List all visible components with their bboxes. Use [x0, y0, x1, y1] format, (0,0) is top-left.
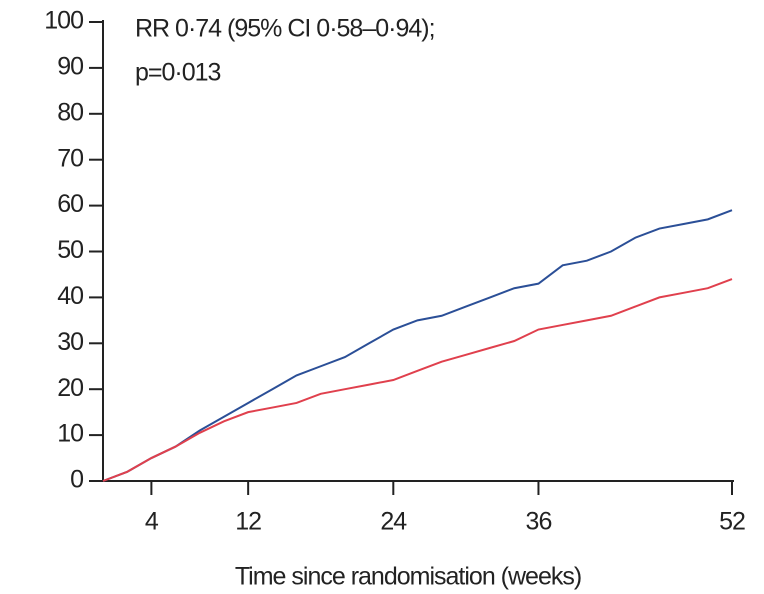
y-tick-label: 50: [57, 236, 83, 264]
series-line: [102, 278, 733, 482]
x-tick-label: 24: [380, 508, 407, 536]
y-tick-label: 80: [57, 98, 83, 126]
annotation: RR 0·74 (95% CI 0·58–0·94);: [135, 15, 435, 43]
x-tick-label: 52: [719, 508, 745, 536]
series-line: [102, 209, 733, 482]
y-tick-label: 20: [57, 374, 83, 402]
x-tick-label: 4: [145, 508, 159, 536]
y-tick-label: 40: [57, 282, 83, 310]
x-tick-label: 12: [235, 508, 261, 536]
y-tick-label: 10: [57, 420, 83, 448]
y-tick-label: 60: [57, 190, 83, 218]
y-tick-label: 30: [57, 328, 83, 356]
y-tick-label: 0: [70, 466, 83, 494]
y-tick-label: 100: [44, 7, 83, 35]
x-axis-label: Time since randomisation (weeks): [235, 563, 581, 591]
y-tick-label: 70: [57, 144, 83, 172]
annotation: p=0·013: [135, 59, 221, 87]
y-tick-label: 90: [57, 53, 83, 81]
x-tick-label: 36: [526, 508, 552, 536]
